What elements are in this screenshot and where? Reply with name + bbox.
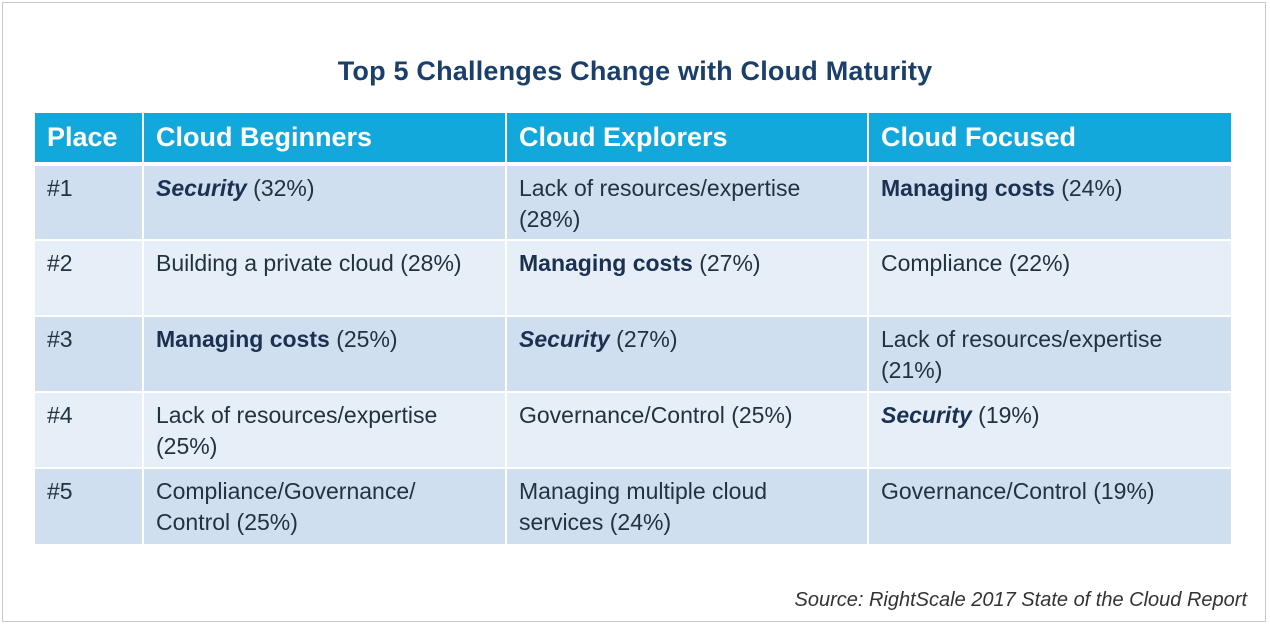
table-row: #1 Security (32%) Lack of resources/expe…: [35, 163, 1231, 240]
column-header-cloud-explorers: Cloud Explorers: [505, 113, 868, 166]
beginners-cell: Lack of resources/expertise (25%): [142, 391, 506, 468]
challenge-percent: (32%): [246, 175, 315, 201]
explorers-cell: Managing costs (27%): [505, 239, 868, 316]
challenge-percent: (25%): [329, 326, 398, 352]
challenge-label: Managing multiple cloud services: [519, 478, 768, 535]
table-row: #5 Compliance/Governance/ Control (25%) …: [35, 467, 1231, 544]
challenge-label: Governance/Control: [881, 478, 1087, 504]
focused-cell: Security (19%): [867, 391, 1231, 468]
table-row: #4 Lack of resources/expertise (25%) Gov…: [35, 391, 1231, 468]
challenge-percent: (24%): [603, 509, 672, 535]
source-caption: Source: RightScale 2017 State of the Clo…: [794, 589, 1248, 611]
explorers-cell: Lack of resources/expertise (28%): [505, 163, 868, 240]
column-header-place: Place: [35, 113, 143, 166]
challenge-percent: (19%): [1086, 478, 1155, 504]
challenge-percent: (22%): [1002, 250, 1071, 276]
place-cell: #2: [35, 239, 143, 316]
challenge-percent: (25%): [230, 509, 298, 535]
challenge-label: Governance/Control: [519, 402, 725, 428]
column-header-cloud-focused: Cloud Focused: [867, 113, 1231, 166]
challenges-table: Place Cloud Beginners Cloud Explorers Cl…: [35, 113, 1231, 544]
explorers-cell: Managing multiple cloud services (24%): [505, 467, 868, 544]
explorers-cell: Governance/Control (25%): [505, 391, 868, 468]
focused-cell: Compliance (22%): [867, 239, 1231, 316]
challenge-label: Security: [519, 326, 610, 352]
challenge-label: Building a private cloud: [156, 250, 394, 276]
challenge-percent: (21%): [881, 357, 943, 383]
challenge-percent: (27%): [609, 326, 678, 352]
place-cell: #3: [35, 315, 143, 392]
beginners-cell: Building a private cloud (28%): [142, 239, 506, 316]
focused-cell: Lack of resources/expertise (21%): [867, 315, 1231, 392]
challenge-label: Lack of resources/expertise: [519, 175, 801, 201]
place-cell: #1: [35, 163, 143, 240]
focused-cell: Managing costs (24%): [867, 163, 1231, 240]
challenge-percent: (28%): [393, 250, 462, 276]
challenge-percent: (25%): [724, 402, 793, 428]
challenge-percent: (27%): [692, 250, 761, 276]
challenge-label: Security: [156, 175, 247, 201]
challenge-label: Security: [881, 402, 972, 428]
challenge-label: Compliance/Governance/ Control: [156, 478, 416, 535]
column-header-cloud-beginners: Cloud Beginners: [142, 113, 506, 166]
beginners-cell: Security (32%): [142, 163, 506, 240]
challenge-percent: (28%): [519, 206, 581, 232]
challenge-label: Managing costs: [881, 175, 1055, 201]
challenge-label: Lack of resources/expertise: [881, 326, 1163, 352]
challenge-label: Lack of resources/expertise: [156, 402, 438, 428]
challenge-label: Managing costs: [519, 250, 693, 276]
challenge-label: Compliance: [881, 250, 1003, 276]
challenge-label: Managing costs: [156, 326, 330, 352]
page-title: Top 5 Challenges Change with Cloud Matur…: [337, 56, 933, 86]
table-header-row: Place Cloud Beginners Cloud Explorers Cl…: [35, 113, 1231, 166]
beginners-cell: Compliance/Governance/ Control (25%): [142, 467, 506, 544]
beginners-cell: Managing costs (25%): [142, 315, 506, 392]
table-row: #2 Building a private cloud (28%) Managi…: [35, 239, 1231, 316]
place-cell: #4: [35, 391, 143, 468]
place-cell: #5: [35, 467, 143, 544]
challenge-percent: (25%): [156, 433, 218, 459]
challenge-percent: (24%): [1054, 175, 1123, 201]
challenge-percent: (19%): [971, 402, 1040, 428]
table-row: #3 Managing costs (25%) Security (27%) L…: [35, 315, 1231, 392]
explorers-cell: Security (27%): [505, 315, 868, 392]
focused-cell: Governance/Control (19%): [867, 467, 1231, 544]
